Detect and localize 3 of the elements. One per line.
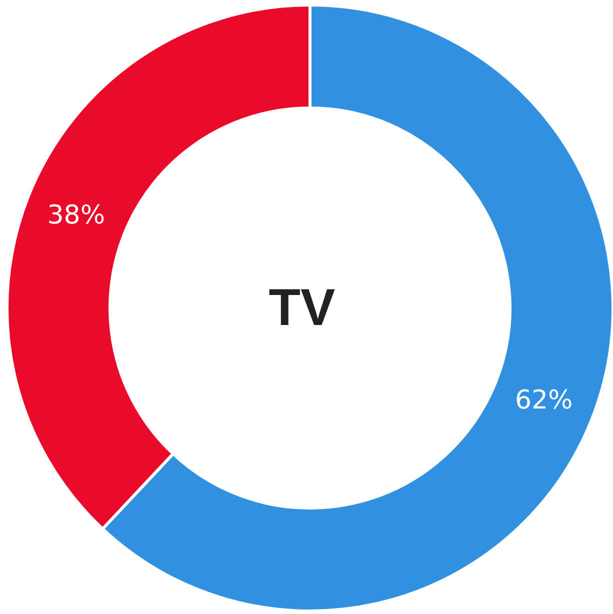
data-label: 38% — [47, 200, 106, 230]
data-label: 62% — [514, 386, 573, 416]
text: TV — [268, 279, 336, 337]
